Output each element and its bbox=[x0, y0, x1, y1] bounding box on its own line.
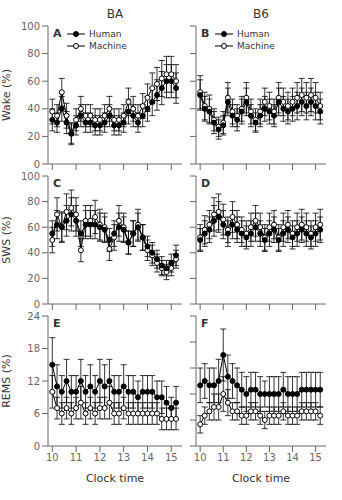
svg-text:12: 12 bbox=[240, 452, 253, 463]
svg-text:24: 24 bbox=[27, 312, 40, 322]
svg-text:100: 100 bbox=[21, 22, 40, 32]
svg-text:40: 40 bbox=[27, 103, 40, 114]
svg-text:0: 0 bbox=[34, 159, 40, 170]
svg-text:Wake (%): Wake (%) bbox=[8, 69, 13, 121]
svg-text:60: 60 bbox=[27, 222, 40, 233]
svg-text:20: 20 bbox=[27, 273, 40, 284]
svg-text:Clock time: Clock time bbox=[232, 472, 290, 484]
svg-text:80: 80 bbox=[27, 196, 40, 207]
html-text:B: B bbox=[201, 27, 210, 40]
svg-text:SWS (%): SWS (%) bbox=[8, 216, 13, 263]
svg-text:11: 11 bbox=[217, 452, 230, 463]
svg-text:15: 15 bbox=[165, 452, 178, 463]
svg-text:12: 12 bbox=[94, 452, 107, 463]
svg-text:10: 10 bbox=[194, 452, 207, 463]
svg-text:13: 13 bbox=[117, 452, 130, 463]
svg-text:10: 10 bbox=[46, 452, 59, 463]
svg-text:15: 15 bbox=[309, 452, 322, 463]
svg-text:6: 6 bbox=[34, 408, 40, 419]
svg-text:18: 18 bbox=[27, 343, 40, 354]
svg-text:12: 12 bbox=[27, 376, 40, 387]
svg-text:REMS (%): REMS (%) bbox=[8, 354, 13, 408]
html-text:B6: B6 bbox=[253, 7, 269, 21]
svg-text:80: 80 bbox=[27, 48, 40, 59]
html-text:Human: Human bbox=[89, 29, 122, 39]
html-text:E: E bbox=[53, 317, 61, 330]
svg-text:60: 60 bbox=[27, 76, 40, 87]
html-text:BA: BA bbox=[106, 7, 124, 21]
html-text:Human: Human bbox=[237, 29, 270, 39]
html-text:Machine: Machine bbox=[89, 41, 127, 51]
svg-text:11: 11 bbox=[70, 452, 83, 463]
svg-text:Clock time: Clock time bbox=[86, 472, 144, 484]
html-text:F: F bbox=[201, 317, 209, 330]
svg-text:20: 20 bbox=[27, 131, 40, 142]
html-text:D: D bbox=[201, 177, 211, 190]
svg-text:40: 40 bbox=[27, 247, 40, 258]
svg-text:14: 14 bbox=[141, 452, 154, 463]
html-text:Machine: Machine bbox=[237, 41, 275, 51]
svg-text:0: 0 bbox=[34, 441, 40, 452]
svg-text:14: 14 bbox=[286, 452, 299, 463]
svg-text:0: 0 bbox=[34, 299, 40, 310]
svg-text:13: 13 bbox=[263, 452, 276, 463]
svg-text:100: 100 bbox=[21, 172, 40, 182]
html-text:C: C bbox=[53, 177, 62, 190]
html-text:A: A bbox=[53, 27, 62, 40]
